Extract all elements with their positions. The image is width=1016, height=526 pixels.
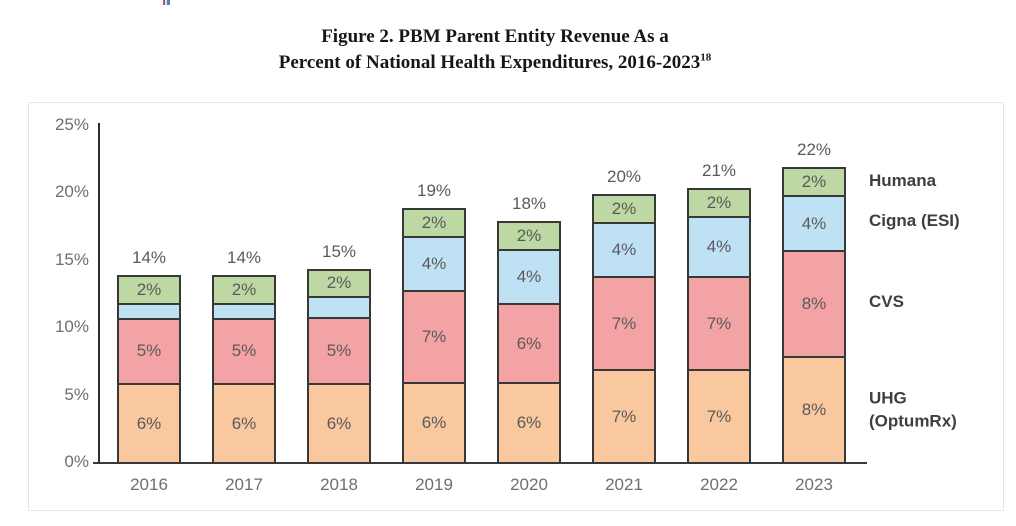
- bar-segment-humana-2021: 2%: [594, 196, 654, 223]
- bar-segment-uhg-optumrx-2021: 7%: [594, 369, 654, 462]
- bar-segment-cvs-2023: 8%: [784, 249, 844, 356]
- legend-label-uhg-optumrx: UHG (OptumRx): [869, 388, 957, 431]
- bar-segment-cvs-2022: 7%: [689, 276, 749, 370]
- y-axis-line: [98, 123, 100, 464]
- bar-segment-humana-2020: 2%: [499, 223, 559, 250]
- y-axis-tick-label-15: 15%: [54, 249, 89, 269]
- legend-label-cvs: CVS: [869, 292, 904, 312]
- bar-segment-cigna-esi-2020: 4%: [499, 249, 559, 303]
- y-axis-tick-label-0: 0%: [64, 452, 89, 471]
- bar-segment-humana-2019: 2%: [404, 209, 464, 236]
- bar-segment-uhg-optumrx-2017: 6%: [214, 383, 274, 462]
- x-axis-label-2019: 2019: [415, 475, 453, 494]
- y-axis-tick-label-5: 5%: [64, 384, 89, 404]
- bar-2023: 2% 4% 8% 8%: [782, 167, 846, 464]
- bar-2018: 2% 5% 6%: [307, 268, 371, 464]
- bar-segment-cigna-esi-2021: 4%: [594, 222, 654, 277]
- bar-2019: 2% 4% 7% 6%: [402, 207, 466, 464]
- bar-segment-uhg-optumrx-2023: 8%: [784, 355, 844, 462]
- figure-title: Figure 2. PBM Parent Entity Revenue As a…: [0, 24, 990, 76]
- bar-segment-cigna-esi-2019: 4%: [404, 235, 464, 290]
- x-axis-label-2017: 2017: [225, 475, 263, 494]
- bar-segment-cvs-2016: 5%: [119, 317, 179, 384]
- bar-segment-uhg-optumrx-2020: 6%: [499, 382, 559, 462]
- bar-2022: 2% 4% 7% 7%: [687, 187, 751, 464]
- legend-label-cigna-esi: Cigna (ESI): [869, 211, 960, 231]
- bar-segment-cigna-esi-2022: 4%: [689, 215, 749, 277]
- bar-segment-uhg-optumrx-2016: 6%: [119, 383, 179, 462]
- x-axis-line: [93, 462, 867, 464]
- y-axis-tick-label-25: 25%: [54, 115, 89, 134]
- bar-segment-humana-2017: 2%: [214, 277, 274, 303]
- x-axis-label-2016: 2016: [130, 475, 168, 494]
- bar-segment-cigna-esi-2018: [309, 296, 369, 318]
- x-axis-label-2020: 2020: [510, 475, 548, 494]
- x-axis-label-2021: 2021: [605, 475, 643, 494]
- bar-2020: 2% 4% 6% 6%: [497, 221, 561, 464]
- bar-segment-cvs-2021: 7%: [594, 276, 654, 370]
- x-axis-label-2022: 2022: [700, 475, 738, 494]
- bar-segment-humana-2022: 2%: [689, 189, 749, 216]
- x-axis-label-2023: 2023: [795, 475, 833, 494]
- y-axis-tick-label-20: 20%: [54, 182, 89, 202]
- bar-segment-cigna-esi-2017: [214, 302, 274, 318]
- bar-segment-uhg-optumrx-2022: 7%: [689, 369, 749, 462]
- bar-2021: 2% 4% 7% 7%: [592, 194, 656, 464]
- bar-segment-cigna-esi-2023: 4%: [784, 195, 844, 250]
- legend-label-humana: Humana: [869, 170, 937, 190]
- bar-total-label-2018: 15%: [321, 241, 357, 261]
- bar-segment-humana-2018: 2%: [309, 270, 369, 297]
- bar-total-label-2017: 14%: [226, 248, 262, 268]
- bar-segment-cigna-esi-2016: [119, 302, 179, 318]
- bar-segment-cvs-2020: 6%: [499, 302, 559, 383]
- bar-segment-cvs-2017: 5%: [214, 317, 274, 384]
- bar-segment-humana-2023: 2%: [784, 169, 844, 196]
- bar-2016: 2% 5% 6%: [117, 275, 181, 464]
- bar-total-label-2016: 14%: [131, 248, 167, 268]
- bar-total-label-2023: 22%: [796, 140, 832, 160]
- figure-title-line2: Percent of National Health Expenditures,…: [278, 51, 712, 74]
- bar-total-label-2022: 21%: [701, 160, 737, 180]
- bar-2017: 2% 5% 6%: [212, 275, 276, 464]
- bar-segment-cvs-2018: 5%: [309, 317, 369, 384]
- bar-total-label-2020: 18%: [511, 194, 547, 214]
- bar-segment-humana-2016: 2%: [119, 277, 179, 303]
- cropped-page-artifact: [163, 0, 170, 5]
- bar-total-label-2019: 19%: [416, 180, 452, 200]
- bar-segment-uhg-optumrx-2019: 6%: [404, 382, 464, 462]
- footnote-marker: 18: [700, 51, 712, 64]
- bar-total-label-2021: 20%: [606, 167, 642, 187]
- bar-segment-uhg-optumrx-2018: 6%: [309, 383, 369, 462]
- figure-2-chart: 0% 5% 10% 15% 20% 25% 2% 5% 6% 14% 2016 2% 5% 6% 14% 20…: [28, 102, 1004, 511]
- x-axis-label-2018: 2018: [320, 475, 358, 494]
- figure-title-line1: Figure 2. PBM Parent Entity Revenue As a: [321, 26, 669, 47]
- y-axis-tick-label-10: 10%: [54, 317, 89, 337]
- bar-segment-cvs-2019: 7%: [404, 289, 464, 383]
